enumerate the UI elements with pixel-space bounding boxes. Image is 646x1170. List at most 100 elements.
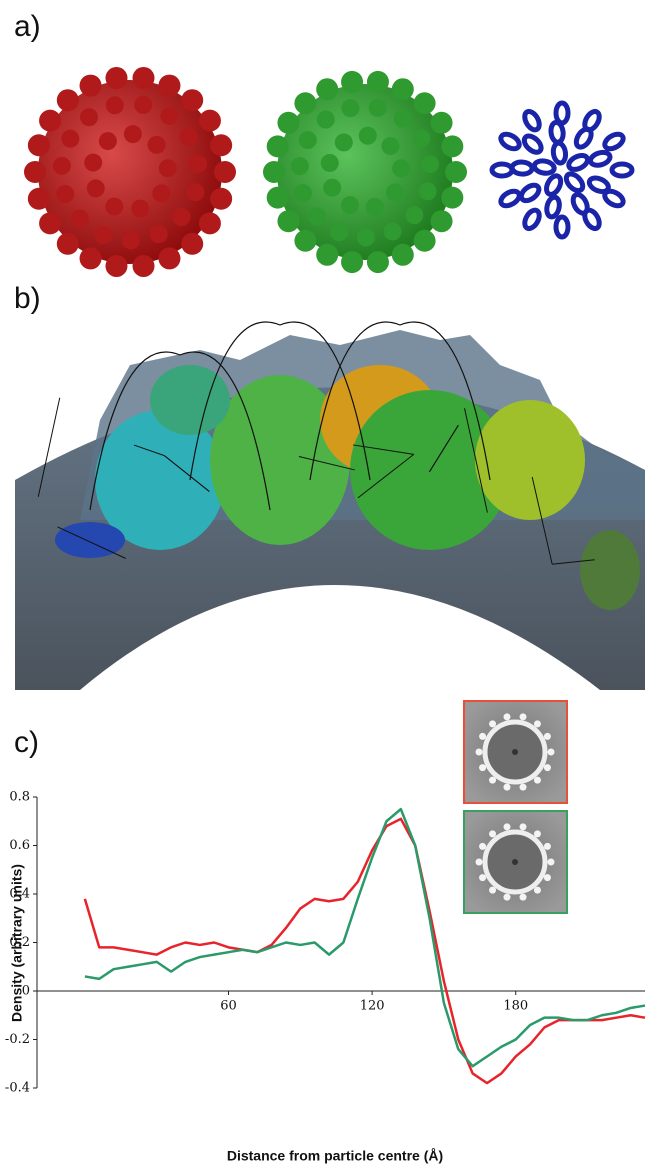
spike [199, 110, 221, 132]
spike [392, 78, 414, 100]
panel-label: a) [14, 10, 41, 43]
ring-core [512, 749, 518, 755]
x-tick-label: 120 [360, 999, 385, 1014]
ring-spike [489, 720, 496, 727]
spike [316, 244, 338, 266]
spike [441, 187, 463, 209]
ring-spike [503, 894, 510, 901]
spike [80, 75, 102, 97]
ring-core [512, 859, 518, 865]
spike [134, 96, 152, 114]
spike [357, 229, 375, 247]
spike [335, 133, 353, 151]
spike [189, 155, 207, 173]
y-tick-label: 0.2 [9, 935, 30, 950]
cage-segment [518, 182, 541, 204]
spike [277, 112, 299, 134]
density-fit-render [15, 322, 645, 690]
spike [57, 233, 79, 255]
cage-segment [612, 164, 632, 176]
spike [392, 159, 410, 177]
spike [131, 200, 149, 218]
spike [366, 198, 384, 216]
cage-segment [521, 133, 544, 155]
spike [148, 136, 166, 154]
spike [294, 230, 316, 252]
ring-spike [489, 887, 496, 894]
spike [263, 161, 285, 183]
y-tick-label: 0.4 [9, 887, 30, 902]
ring-spike [503, 823, 510, 830]
subunit [475, 400, 585, 520]
inset-images [464, 701, 567, 913]
ring-spike [520, 713, 527, 720]
ring-spike [544, 764, 551, 771]
spike [210, 188, 232, 210]
spike [94, 226, 112, 244]
spike [57, 89, 79, 111]
ring-spike [479, 874, 486, 881]
spike [28, 188, 50, 210]
panel-label: b) [14, 282, 41, 315]
ring-spike [548, 859, 555, 866]
spike [321, 154, 339, 172]
ring-spike [476, 749, 483, 756]
ring-spike [520, 894, 527, 901]
spike [122, 231, 140, 249]
spike [172, 208, 190, 226]
cage-segment [533, 159, 555, 174]
spike [277, 210, 299, 232]
cage-segment [556, 217, 568, 237]
spike [317, 111, 335, 129]
subunit [580, 530, 640, 610]
cage-segment [498, 188, 521, 208]
spike [291, 157, 309, 175]
spike [39, 110, 61, 132]
particle-renders [24, 67, 632, 277]
ring-spike [534, 887, 541, 894]
spike [181, 89, 203, 111]
spike [186, 183, 204, 201]
spike [367, 71, 389, 93]
spike [84, 154, 102, 172]
spike [341, 71, 363, 93]
x-tick-label: 180 [503, 999, 528, 1014]
spike [367, 251, 389, 273]
spike [158, 247, 180, 269]
spike [341, 99, 359, 117]
spike [316, 78, 338, 100]
spike [158, 75, 180, 97]
ring-spike [520, 784, 527, 791]
y-tick-label: 0.6 [9, 838, 30, 853]
spike [412, 129, 430, 147]
cage-segment [573, 126, 594, 149]
spike [421, 155, 439, 173]
ring-spike [544, 874, 551, 881]
spike [359, 127, 377, 145]
spike [39, 212, 61, 234]
subunit [55, 522, 125, 558]
spike [381, 137, 399, 155]
spike [133, 67, 155, 89]
spike [160, 107, 178, 125]
spike [87, 179, 105, 197]
ring-spike [534, 777, 541, 784]
spike [80, 108, 98, 126]
spike [330, 223, 348, 241]
spike [267, 187, 289, 209]
spike [441, 135, 463, 157]
cage-segment [563, 171, 586, 194]
spike [150, 225, 168, 243]
spike [159, 159, 177, 177]
spike [445, 161, 467, 183]
spike [133, 255, 155, 277]
spike [71, 209, 89, 227]
spike [308, 208, 326, 226]
spike [105, 198, 123, 216]
spike [214, 161, 236, 183]
spike [180, 128, 198, 146]
spike [341, 251, 363, 273]
cage-segment [522, 109, 542, 132]
cage-segment [492, 164, 512, 176]
spike [28, 134, 50, 156]
